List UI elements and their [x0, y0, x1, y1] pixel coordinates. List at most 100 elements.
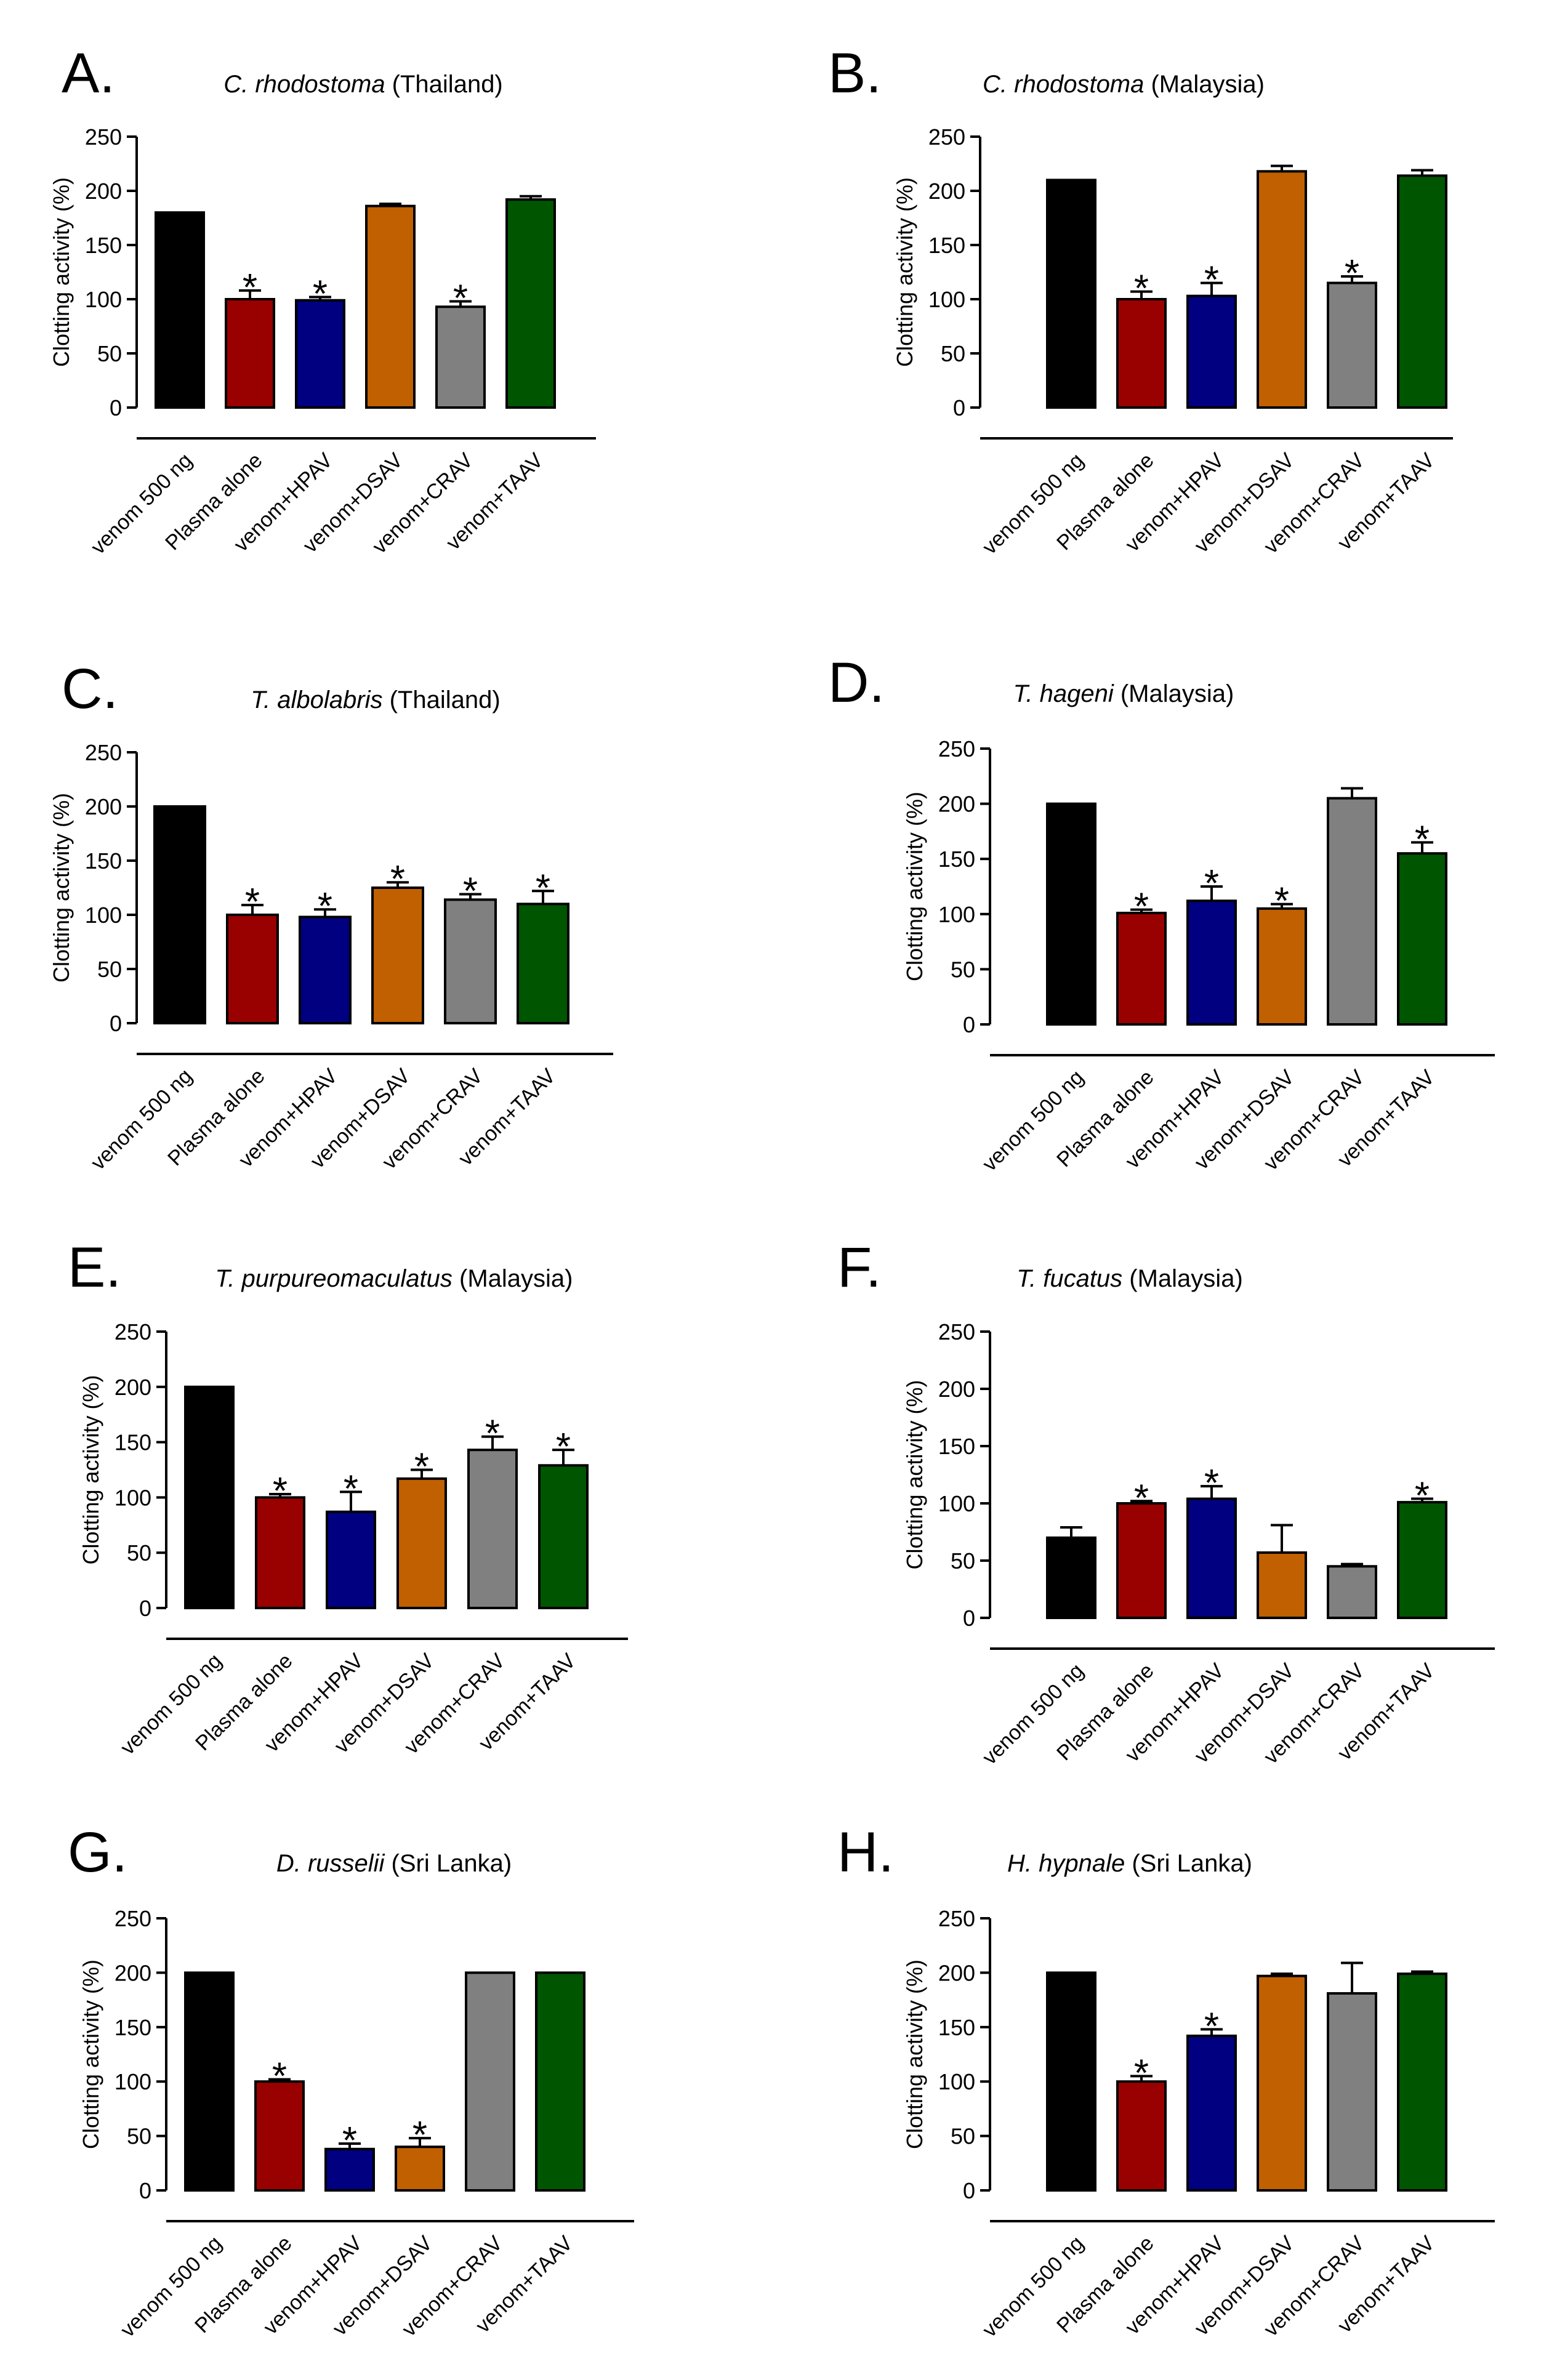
y-tick-label: 150 — [938, 1434, 975, 1459]
bar-plasma — [254, 2080, 305, 2192]
y-tick-label: 200 — [928, 179, 965, 204]
title-region: (Malaysia) — [1122, 1265, 1243, 1292]
y-axis-label: Clotting activity (%) — [902, 792, 927, 981]
significance-marker: * — [1415, 1475, 1430, 1518]
y-tick-label: 150 — [85, 233, 122, 258]
y-tick-label: 100 — [938, 2069, 975, 2094]
bar-plasma — [225, 298, 275, 409]
y-tick-label: 100 — [85, 903, 122, 928]
bar-hpav — [295, 299, 345, 409]
y-tick-label: 50 — [97, 341, 122, 366]
y-tick-label: 150 — [115, 2015, 151, 2040]
bar-hpav — [1186, 2034, 1237, 2192]
bar-plasma — [1116, 1502, 1167, 1619]
y-tick-label: 50 — [127, 1540, 151, 1566]
chart-panel-3: C. T. albolabris (Thailand) 0 50 100 150 200 25… — [49, 657, 613, 1175]
y-tick-label: 0 — [139, 1596, 151, 1621]
bar-dsav — [365, 204, 416, 409]
bar-venom — [155, 211, 205, 409]
y-tick-label: 150 — [115, 1430, 151, 1455]
y-axis-label: Clotting activity (%) — [49, 793, 74, 983]
bar-dsav — [1257, 170, 1307, 409]
chart-panel-7: G. D. russelii (Sri Lanka) 0 50 100 150 200 250… — [68, 1821, 634, 2342]
bar-hpav — [1186, 899, 1237, 1026]
y-tick-label: 50 — [951, 957, 975, 982]
chart-title: T. albolabris (Thailand) — [251, 686, 500, 714]
y-tick-label: 150 — [85, 848, 122, 874]
bar-plasma — [1116, 912, 1167, 1026]
bar-taav — [535, 1971, 585, 2192]
panel-letter: C. — [62, 657, 118, 720]
y-tick-label: 250 — [928, 124, 965, 150]
y-tick-label: 100 — [938, 902, 975, 927]
y-tick-label: 250 — [938, 1319, 975, 1345]
y-tick-label: 0 — [110, 1011, 122, 1036]
significance-marker: * — [273, 1470, 288, 1513]
bar-taav — [517, 903, 569, 1025]
bar-dsav — [1257, 1551, 1307, 1619]
bar-crav — [467, 1449, 518, 1610]
bar-crav — [1327, 1992, 1377, 2192]
y-tick-label: 250 — [938, 736, 975, 762]
bar-hpav — [324, 2147, 375, 2192]
panel-letter: D. — [828, 651, 885, 714]
significance-marker: * — [536, 867, 550, 909]
panel-letter: H. — [837, 1821, 894, 1884]
significance-marker: * — [1204, 259, 1219, 302]
y-tick-label: 150 — [938, 846, 975, 872]
y-tick-label: 200 — [115, 1375, 151, 1400]
bar-hpav — [1186, 294, 1237, 409]
y-tick-label: 200 — [115, 1960, 151, 1985]
title-species: D. russelii — [276, 1850, 385, 1877]
panel-letter: F. — [837, 1236, 882, 1299]
significance-marker: * — [463, 870, 478, 913]
significance-marker: * — [272, 2056, 287, 2098]
chart-title: D. russelii (Sri Lanka) — [276, 1850, 512, 1877]
y-tick-label: 0 — [139, 2178, 151, 2203]
y-tick-label: 100 — [115, 2069, 151, 2094]
significance-marker: * — [1204, 1462, 1219, 1505]
chart-title: C. rhodostoma (Thailand) — [223, 71, 503, 98]
chart-title: T. fucatus (Malaysia) — [1016, 1265, 1243, 1292]
bar-crav — [435, 305, 486, 409]
y-tick-label: 100 — [928, 287, 965, 312]
chart-title: T. purpureomaculatus (Malaysia) — [215, 1265, 573, 1292]
bar-hpav — [299, 915, 352, 1025]
y-tick-label: 50 — [127, 2124, 151, 2149]
y-axis-label: Clotting activity (%) — [78, 1960, 103, 2149]
chart-title: C. rhodostoma (Malaysia) — [983, 71, 1265, 98]
y-tick-label: 0 — [963, 1012, 975, 1037]
significance-marker: * — [1204, 862, 1219, 905]
chart-panel-4: D. T. hageni (Malaysia) 0 50 100 150 200 250 Clo… — [828, 651, 1495, 1176]
bar-hpav — [326, 1510, 376, 1610]
bar-crav — [1327, 281, 1377, 409]
significance-marker: * — [1134, 1477, 1149, 1519]
significance-marker: * — [342, 2120, 357, 2162]
bar-crav — [1327, 797, 1377, 1026]
significance-marker: * — [243, 267, 257, 309]
title-species: T. albolabris — [251, 686, 382, 714]
y-tick-label: 200 — [85, 179, 122, 204]
bar-dsav — [396, 1477, 447, 1609]
title-species: T. fucatus — [1016, 1265, 1122, 1292]
significance-marker: * — [245, 881, 260, 923]
significance-marker: * — [1345, 252, 1359, 295]
significance-marker: * — [313, 273, 328, 315]
bar-crav — [465, 1971, 515, 2192]
bar-dsav — [1257, 1974, 1307, 2192]
significance-marker: * — [1204, 2005, 1219, 2048]
y-tick-label: 50 — [97, 957, 122, 982]
bar-crav — [1327, 1565, 1377, 1620]
y-tick-label: 0 — [110, 395, 122, 420]
chart-panel-5: E. T. purpureomaculatus (Malaysia) 0 50 100 1… — [68, 1236, 628, 1759]
bar-dsav — [1257, 907, 1307, 1026]
significance-marker: * — [1274, 880, 1289, 923]
y-tick-label: 150 — [928, 233, 965, 258]
y-tick-label: 100 — [115, 1485, 151, 1510]
significance-marker: * — [390, 858, 405, 901]
panel-letter: B. — [828, 42, 882, 105]
y-tick-label: 200 — [938, 1377, 975, 1402]
title-region: (Sri Lanka) — [1125, 1850, 1252, 1877]
title-region: (Thailand) — [385, 71, 503, 98]
significance-marker: * — [1415, 818, 1430, 861]
